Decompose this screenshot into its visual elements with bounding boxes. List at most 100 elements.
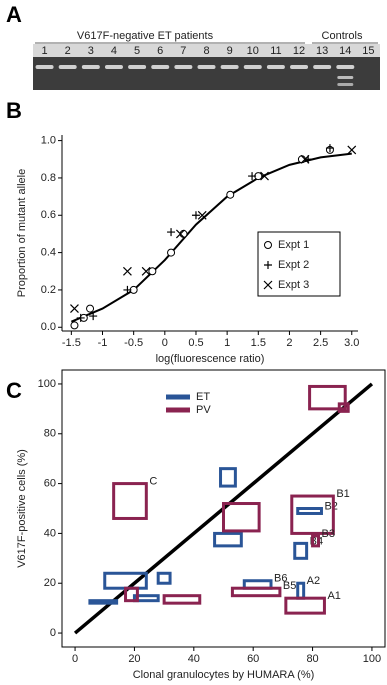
y-axis-label: V617F-positive cells (%) bbox=[16, 449, 28, 568]
box-label: A1 bbox=[327, 590, 340, 602]
marker bbox=[168, 249, 175, 256]
legend-marker bbox=[264, 281, 272, 289]
gel-band bbox=[151, 65, 169, 69]
legend-label: ET bbox=[196, 391, 210, 403]
x-tick-label: 0 bbox=[162, 337, 168, 349]
range-box bbox=[298, 509, 322, 514]
y-tick-label: 0.4 bbox=[41, 247, 56, 259]
y-tick-label: 0.8 bbox=[41, 172, 56, 184]
gel-band bbox=[59, 65, 77, 69]
marker bbox=[149, 268, 156, 275]
lane-number: 2 bbox=[65, 45, 71, 57]
legend-label: Expt 1 bbox=[278, 239, 309, 251]
gel-band bbox=[105, 65, 123, 69]
marker bbox=[348, 146, 356, 154]
y-tick-label: 0.6 bbox=[41, 209, 56, 221]
marker bbox=[87, 305, 94, 312]
x-axis-label: log(fluorescence ratio) bbox=[156, 353, 265, 365]
y-tick-label: 40 bbox=[44, 527, 56, 539]
legend-label: Expt 2 bbox=[278, 259, 309, 271]
y-tick-label: 1.0 bbox=[41, 135, 56, 147]
panel-label: C bbox=[6, 378, 22, 403]
y-axis-label: Proportion of mutant allele bbox=[16, 169, 28, 297]
group-label: Controls bbox=[322, 30, 363, 42]
x-tick-label: -1 bbox=[98, 337, 108, 349]
x-tick-label: 1.5 bbox=[251, 337, 266, 349]
range-box bbox=[221, 469, 236, 486]
x-tick-label: 2 bbox=[286, 337, 292, 349]
box-label: B5 bbox=[283, 580, 296, 592]
range-box bbox=[164, 596, 200, 603]
x-axis-label: Clonal granulocytes by HUMARA (%) bbox=[133, 669, 315, 681]
gel-band bbox=[174, 65, 192, 69]
gel-band bbox=[221, 65, 239, 69]
gel-band bbox=[82, 65, 100, 69]
legend-label: PV bbox=[196, 404, 211, 416]
lane-number: 6 bbox=[157, 45, 163, 57]
range-box bbox=[298, 583, 304, 598]
group-label: V617F-negative ET patients bbox=[77, 30, 214, 42]
marker bbox=[71, 322, 78, 329]
gel-band bbox=[336, 65, 354, 69]
marker bbox=[70, 305, 78, 313]
lane-number: 5 bbox=[134, 45, 140, 57]
range-box bbox=[158, 573, 170, 583]
x-tick-label: 0 bbox=[72, 653, 78, 665]
box-label: B3 bbox=[322, 528, 335, 540]
box-label: A2 bbox=[307, 575, 320, 587]
range-box bbox=[114, 484, 147, 519]
y-tick-label: 60 bbox=[44, 477, 56, 489]
panel-label: B bbox=[6, 98, 22, 123]
marker bbox=[227, 191, 234, 198]
range-box bbox=[232, 588, 280, 595]
x-tick-label: -0.5 bbox=[124, 337, 143, 349]
legend-marker bbox=[264, 261, 272, 269]
box-label: B2 bbox=[324, 500, 337, 512]
legend-label: Expt 3 bbox=[278, 279, 309, 291]
y-tick-label: 0.2 bbox=[41, 284, 56, 296]
y-tick-label: 20 bbox=[44, 577, 56, 589]
legend-marker bbox=[265, 242, 272, 249]
y-tick-label: 0.0 bbox=[41, 321, 56, 333]
range-box bbox=[224, 504, 260, 531]
lane-number: 9 bbox=[227, 45, 233, 57]
box-label: C bbox=[149, 475, 157, 487]
lane-number: 10 bbox=[247, 45, 259, 57]
lane-number: 14 bbox=[339, 45, 351, 57]
gel-band bbox=[337, 83, 353, 86]
range-box bbox=[90, 601, 117, 603]
gel-band bbox=[244, 65, 262, 69]
x-tick-label: 40 bbox=[188, 653, 200, 665]
lane-number: 15 bbox=[362, 45, 374, 57]
x-tick-label: 60 bbox=[247, 653, 259, 665]
marker bbox=[167, 228, 175, 236]
x-tick-label: 1 bbox=[224, 337, 230, 349]
gel-band bbox=[313, 65, 331, 69]
range-box bbox=[215, 533, 242, 545]
x-tick-label: 2.5 bbox=[313, 337, 328, 349]
lane-number: 8 bbox=[203, 45, 209, 57]
lane-number: 1 bbox=[42, 45, 48, 57]
box-label: B1 bbox=[336, 488, 349, 500]
x-tick-label: -1.5 bbox=[62, 337, 81, 349]
gel-band bbox=[267, 65, 285, 69]
y-tick-label: 80 bbox=[44, 428, 56, 440]
lane-number: 13 bbox=[316, 45, 328, 57]
gel-band bbox=[290, 65, 308, 69]
y-tick-label: 0 bbox=[50, 627, 56, 639]
lane-number: 3 bbox=[88, 45, 94, 57]
lane-number: 11 bbox=[270, 45, 281, 57]
x-tick-label: 20 bbox=[128, 653, 140, 665]
y-tick-label: 100 bbox=[38, 378, 56, 390]
x-tick-label: 100 bbox=[363, 653, 381, 665]
lane-number: 7 bbox=[180, 45, 186, 57]
gel-band bbox=[198, 65, 216, 69]
range-box bbox=[286, 598, 325, 613]
marker bbox=[123, 267, 131, 275]
x-tick-label: 0.5 bbox=[188, 337, 203, 349]
lane-number: 4 bbox=[111, 45, 117, 57]
x-tick-label: 80 bbox=[306, 653, 318, 665]
x-tick-label: 3.0 bbox=[344, 337, 359, 349]
gel-band bbox=[36, 65, 54, 69]
gel-band bbox=[337, 76, 353, 79]
